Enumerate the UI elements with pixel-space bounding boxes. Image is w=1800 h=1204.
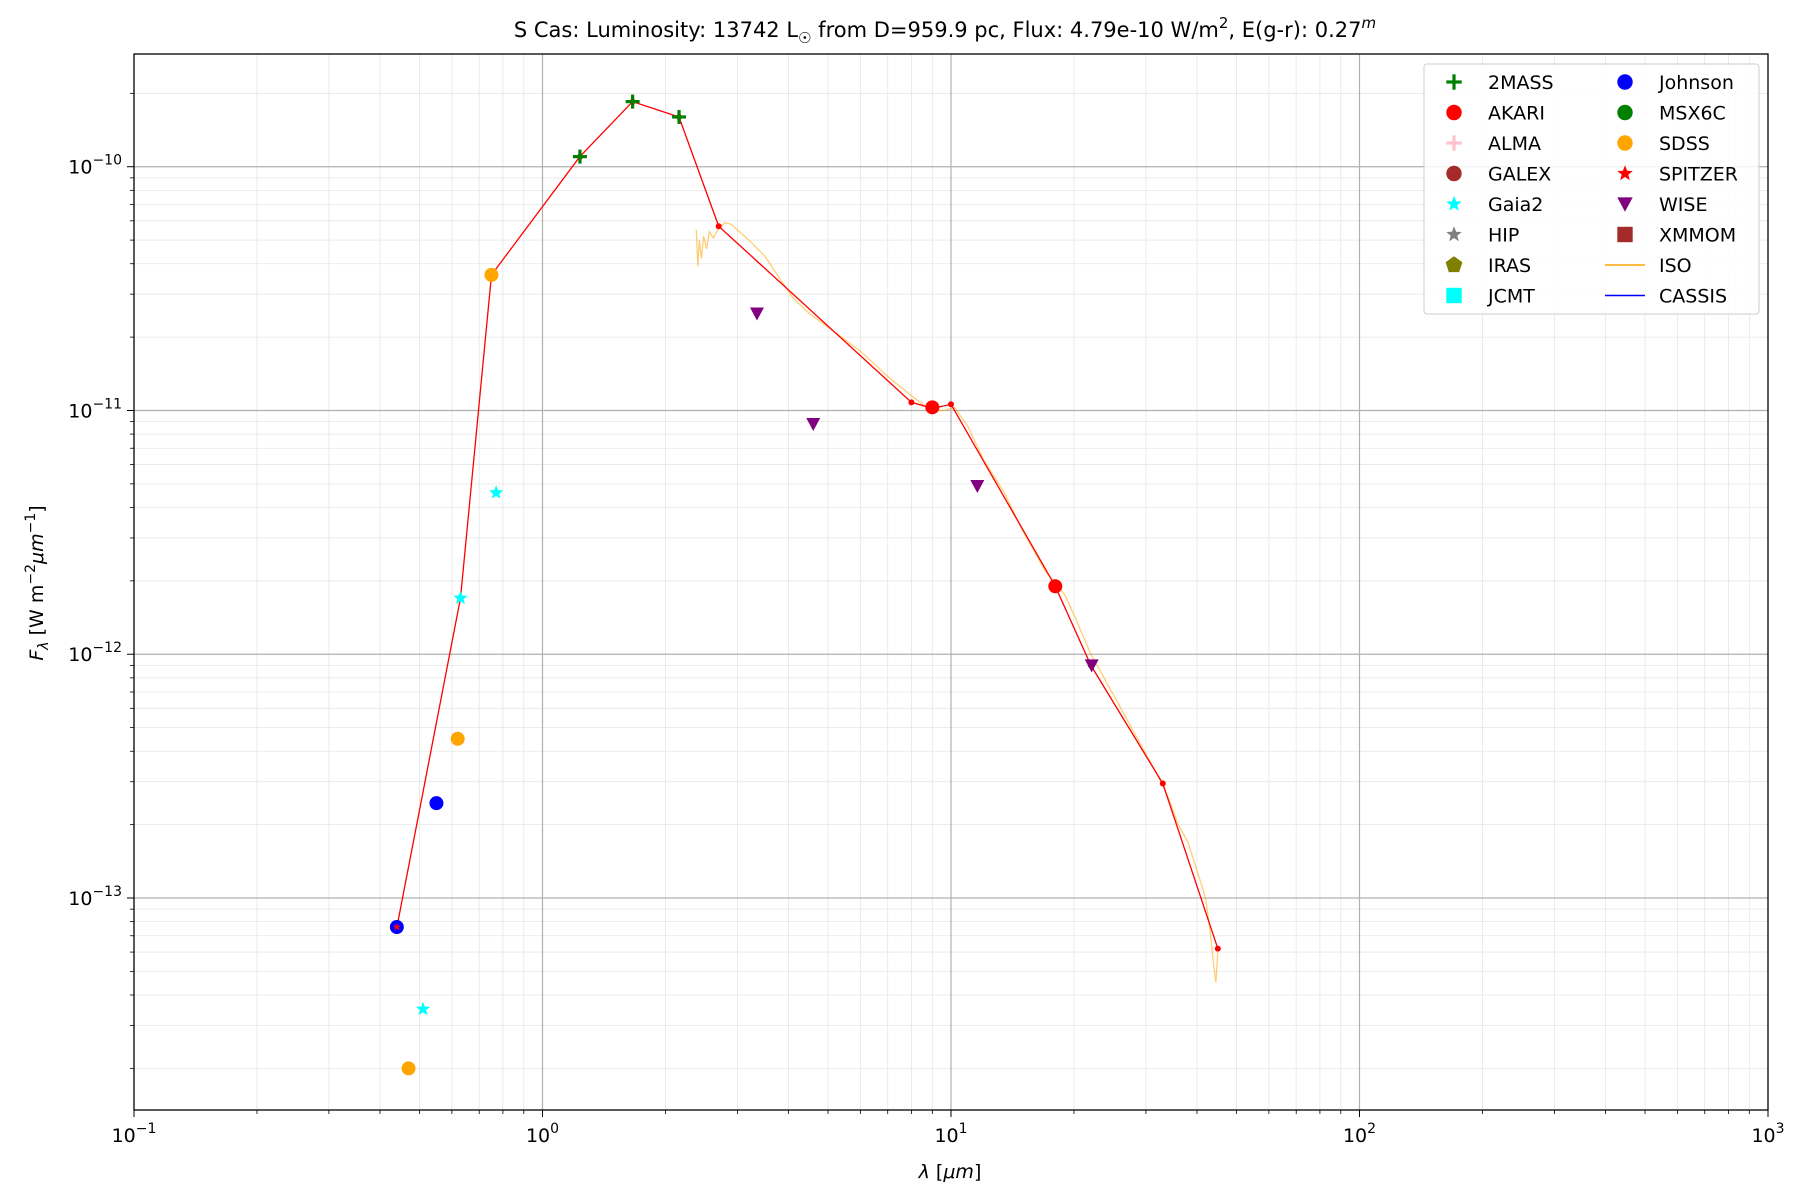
data-point-wise [806, 418, 821, 432]
x-axis-label: λ [μm] [918, 1161, 982, 1183]
data-point-2mass [625, 94, 640, 109]
legend-label: 2MASS [1488, 72, 1554, 94]
plot-layer [389, 94, 1221, 1076]
x-tick-label: 103 [1751, 1121, 1784, 1147]
legend-label: JCMT [1487, 286, 1535, 308]
legend-box [1423, 63, 1760, 315]
legend-label: ALMA [1488, 133, 1541, 155]
legend-marker-akari [1446, 104, 1462, 121]
legend-marker-gaia2 [1446, 195, 1462, 211]
legend-marker-spitzer [1617, 165, 1633, 181]
legend-marker-hip [1446, 226, 1462, 242]
legend-label: IRAS [1488, 255, 1531, 277]
axis-layer: 10−1 100 101 102 103 10−10 10−11 10−12 10−13 [68, 92, 1785, 1147]
x-tick-label: 100 [526, 1121, 559, 1147]
legend-marker-2mass [1446, 74, 1462, 90]
legend-label: CASSIS [1659, 286, 1727, 308]
legend-marker-wise [1617, 197, 1633, 212]
legend-label: XMMOM [1659, 225, 1736, 247]
sed-model-point [1214, 945, 1221, 952]
legend-marker-sdss [1617, 135, 1633, 151]
data-point-johnson [429, 796, 444, 811]
data-point-2mass [672, 109, 687, 124]
legend-label: ISO [1659, 255, 1692, 277]
legend-marker-galex [1446, 165, 1462, 182]
data-point-sdss [484, 267, 499, 282]
legend-label: AKARI [1488, 103, 1545, 125]
sed-model-point [715, 223, 722, 230]
sed-model-line [396, 100, 1219, 949]
iso-spectrum-line [695, 221, 1219, 983]
sed-model-point [1159, 780, 1166, 787]
legend-marker-iras [1445, 256, 1463, 273]
y-axis-label: Fλ [W m−2μm−1] [23, 505, 52, 660]
y-tick-label: 10−11 [68, 396, 122, 422]
legend-marker-xmmom [1617, 226, 1633, 243]
legend-label: Johnson [1658, 72, 1734, 94]
data-point-wise [1084, 659, 1099, 673]
y-tick-label: 10−12 [68, 640, 122, 666]
legend: 2MASS AKARI ALMA GALEX Gaia2 HIP IRAS JCMT Johns… [1423, 63, 1760, 315]
legend-label: WISE [1659, 194, 1707, 216]
legend-marker-alma [1446, 135, 1462, 151]
sed-model-point [908, 399, 915, 406]
legend-marker-msx6c [1617, 104, 1633, 121]
data-point-wise [749, 307, 764, 321]
legend-label: Gaia2 [1488, 194, 1543, 216]
data-point-2mass [572, 149, 587, 164]
x-tick-label: 101 [934, 1121, 967, 1147]
legend-label: MSX6C [1659, 103, 1726, 125]
data-point-gaia2 [453, 590, 468, 605]
data-point-sdss [450, 731, 465, 746]
grid-layer [134, 54, 1768, 1110]
data-point-sdss [401, 1061, 416, 1076]
chart-title: S Cas: Luminosity: 13742 L☉ from D=959.9… [514, 14, 1376, 47]
legend-label: GALEX [1488, 164, 1551, 186]
legend-label: HIP [1488, 225, 1519, 247]
data-point-wise [970, 479, 985, 493]
legend-marker-johnson [1617, 74, 1633, 90]
x-tick-label: 10−1 [112, 1121, 157, 1147]
legend-marker-jcmt [1446, 287, 1462, 304]
sed-model-point [948, 401, 954, 408]
legend-label: SDSS [1659, 133, 1710, 155]
data-point-gaia2 [415, 1001, 431, 1016]
legend-label: SPITZER [1659, 164, 1738, 186]
data-point-gaia2 [489, 485, 504, 499]
data-point-akari [1048, 579, 1063, 594]
y-tick-label: 10−10 [68, 153, 122, 179]
y-tick-label: 10−13 [68, 884, 122, 910]
data-point-spitzer [392, 922, 401, 931]
data-point-akari [925, 400, 940, 415]
x-tick-label: 102 [1343, 1121, 1376, 1147]
